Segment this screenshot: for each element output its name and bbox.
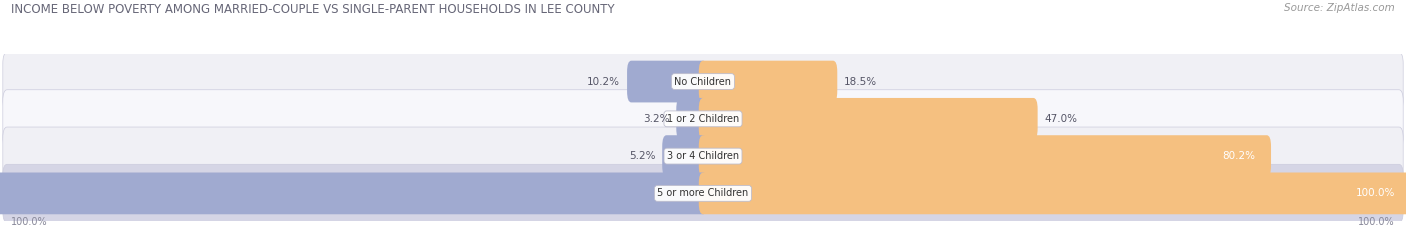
- FancyBboxPatch shape: [699, 172, 1406, 214]
- Text: 100.0%: 100.0%: [11, 217, 48, 227]
- Text: No Children: No Children: [675, 77, 731, 86]
- Text: 18.5%: 18.5%: [844, 77, 877, 86]
- FancyBboxPatch shape: [699, 135, 1271, 177]
- FancyBboxPatch shape: [662, 135, 707, 177]
- Text: 47.0%: 47.0%: [1045, 114, 1077, 124]
- Text: 80.2%: 80.2%: [1223, 151, 1256, 161]
- Text: 3 or 4 Children: 3 or 4 Children: [666, 151, 740, 161]
- FancyBboxPatch shape: [627, 61, 707, 103]
- FancyBboxPatch shape: [699, 98, 1038, 140]
- FancyBboxPatch shape: [3, 127, 1403, 185]
- Text: 100.0%: 100.0%: [1355, 188, 1395, 198]
- Text: 1 or 2 Children: 1 or 2 Children: [666, 114, 740, 124]
- FancyBboxPatch shape: [699, 61, 838, 103]
- FancyBboxPatch shape: [0, 172, 707, 214]
- FancyBboxPatch shape: [3, 90, 1403, 148]
- Text: INCOME BELOW POVERTY AMONG MARRIED-COUPLE VS SINGLE-PARENT HOUSEHOLDS IN LEE COU: INCOME BELOW POVERTY AMONG MARRIED-COUPL…: [11, 3, 614, 17]
- Text: 3.2%: 3.2%: [643, 114, 669, 124]
- Text: 5.2%: 5.2%: [628, 151, 655, 161]
- Text: Source: ZipAtlas.com: Source: ZipAtlas.com: [1284, 3, 1395, 14]
- Text: 100.0%: 100.0%: [1358, 217, 1395, 227]
- Text: 5 or more Children: 5 or more Children: [658, 188, 748, 198]
- Text: 10.2%: 10.2%: [588, 77, 620, 86]
- FancyBboxPatch shape: [3, 164, 1403, 223]
- FancyBboxPatch shape: [3, 52, 1403, 111]
- FancyBboxPatch shape: [676, 98, 707, 140]
